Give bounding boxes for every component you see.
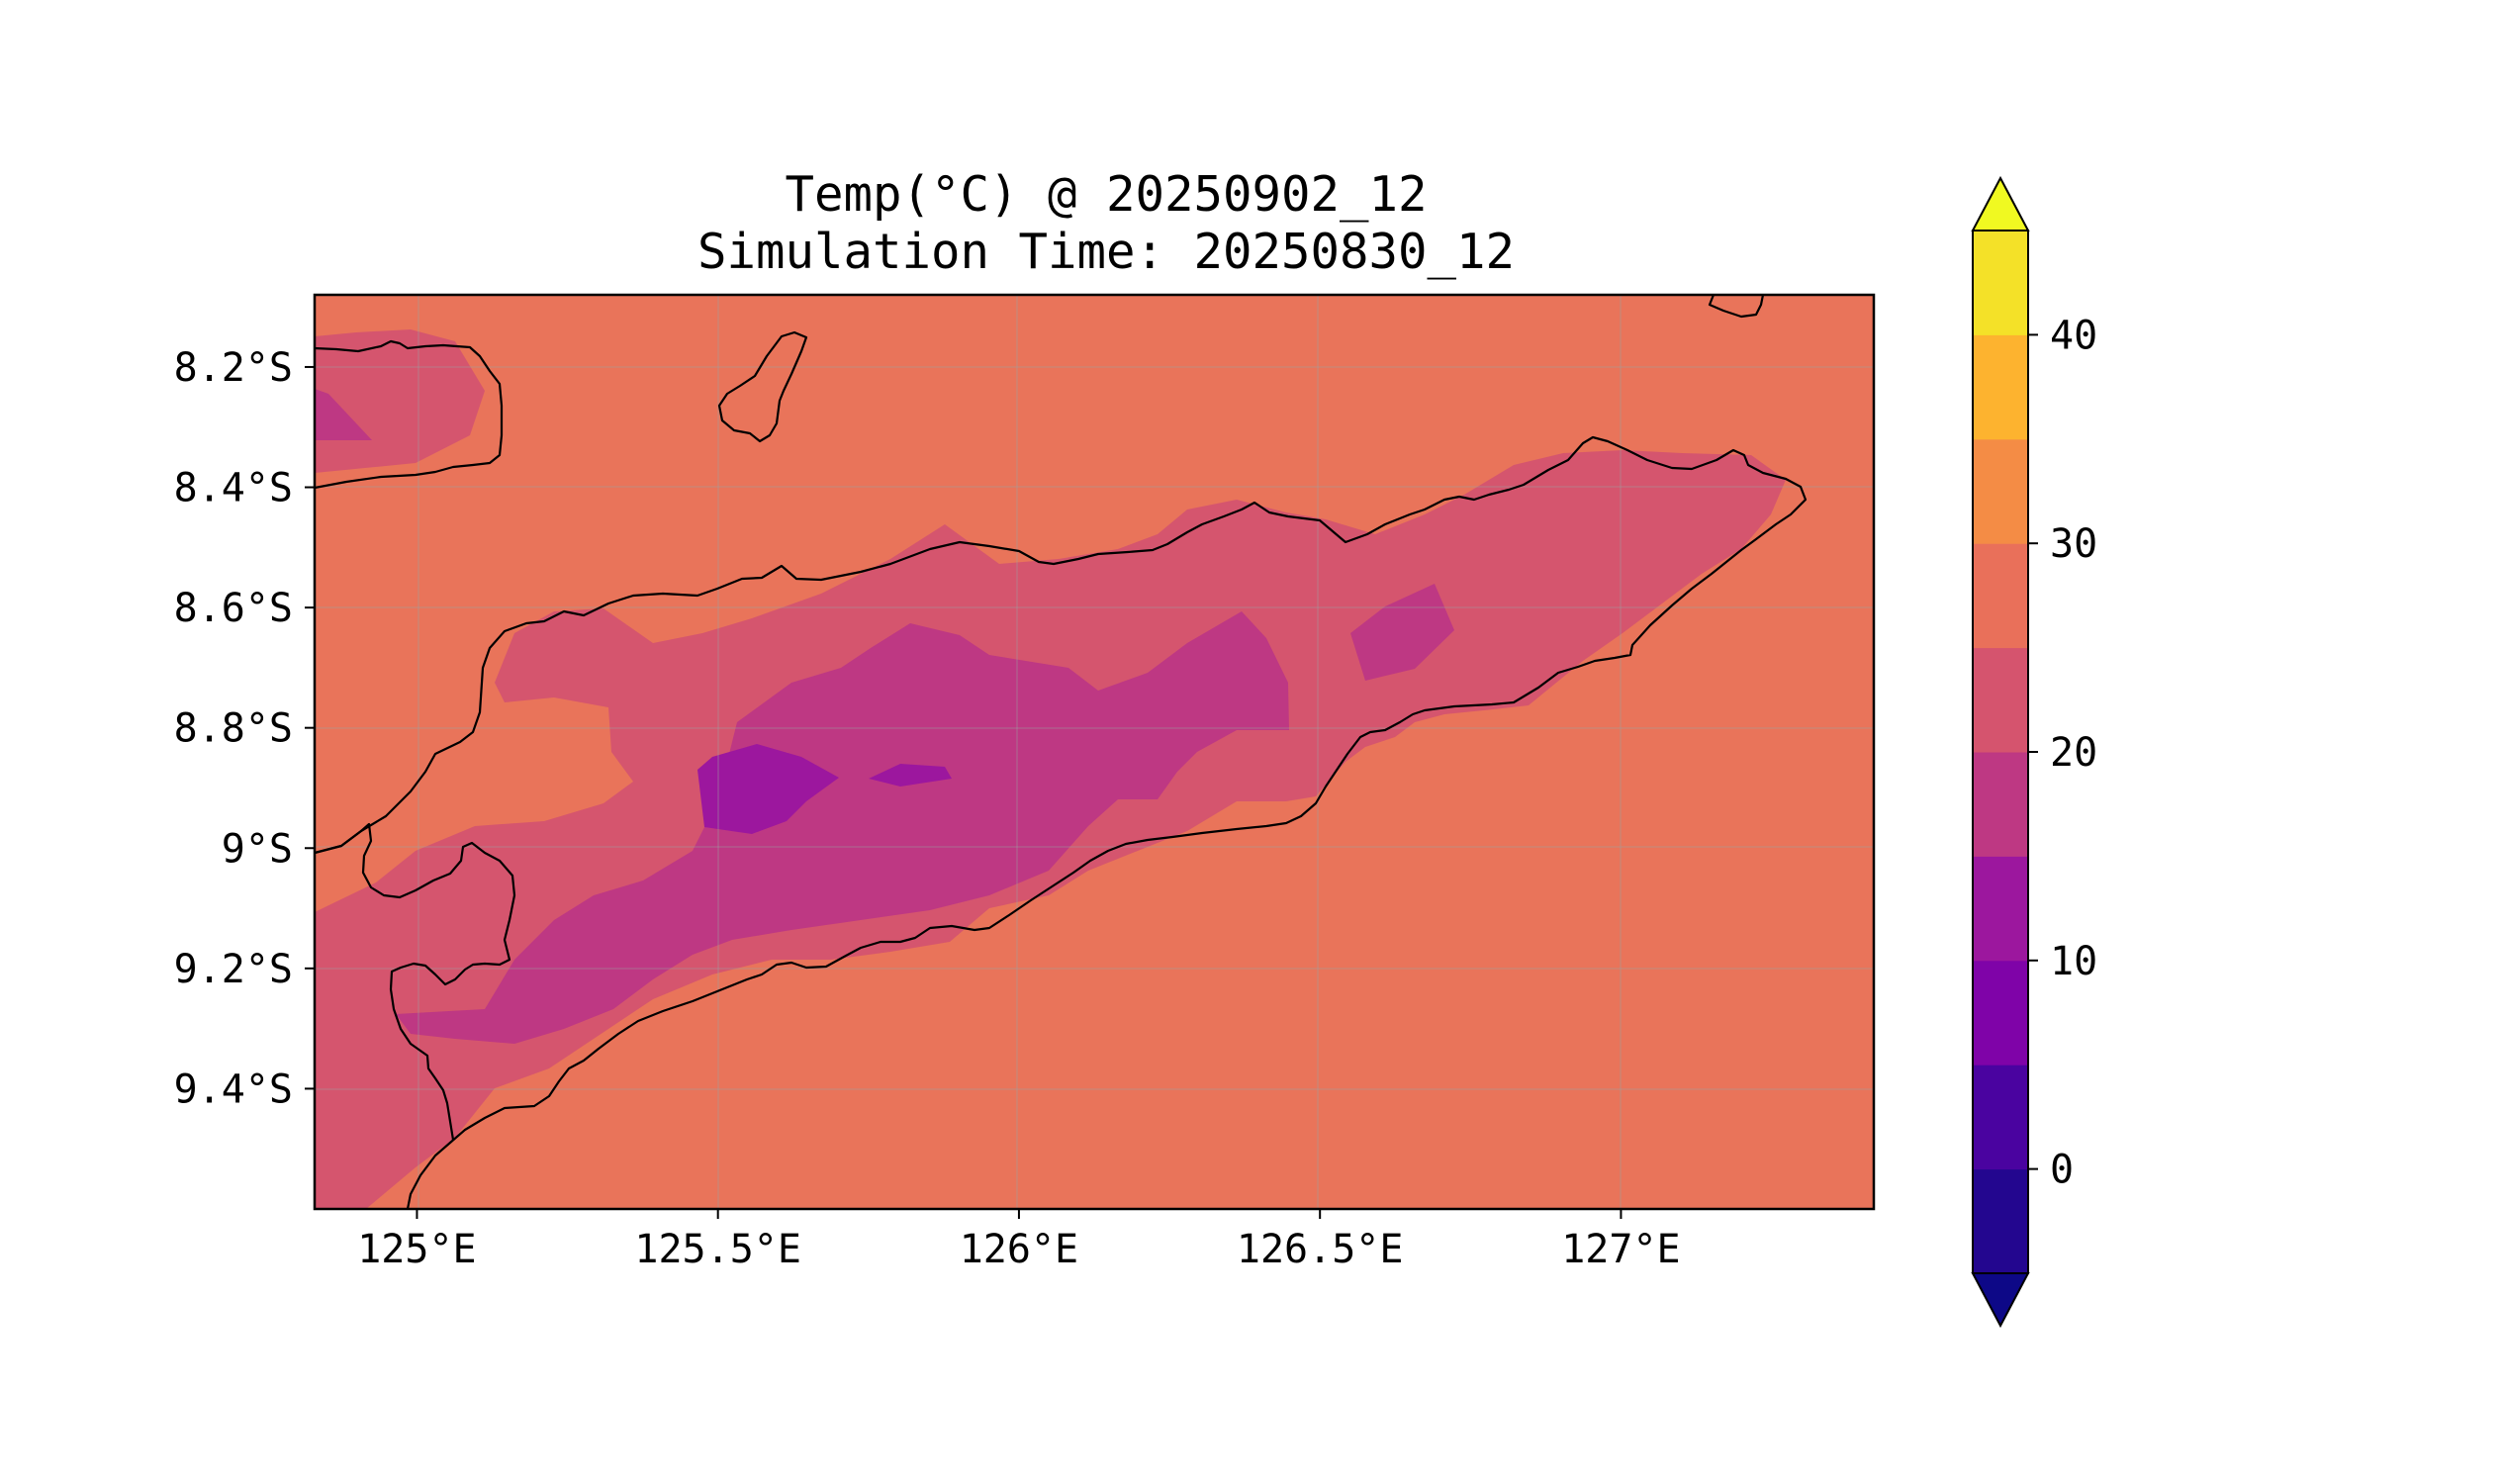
colorbar-tick-label: 30: [2050, 521, 2097, 567]
gridlines: [315, 295, 1874, 1209]
field-10-15-a: [697, 744, 839, 834]
y-tick-label: 8.8°S: [174, 706, 293, 752]
field-15-20-east: [1350, 584, 1454, 681]
coastline-island-north: [717, 330, 808, 443]
colorbar-band: [1973, 334, 2028, 440]
colorbar-band: [1973, 438, 2028, 544]
colorbar-tick-label: 40: [2050, 313, 2097, 358]
y-axis: 8.2°S 8.4°S 8.6°S 8.8°S 9°S 9.2°S 9.4°S: [174, 345, 315, 1112]
field-10-15-b: [869, 764, 952, 787]
map-fields: [315, 295, 1874, 1209]
y-tick-label: 9°S: [222, 826, 293, 872]
colorbar-tick-label: 20: [2050, 730, 2097, 776]
colorbar-ticks: 0 10 20 30 40: [2028, 313, 2097, 1193]
colorbar-tick-label: 10: [2050, 939, 2097, 984]
field-15-20-wetar: [315, 389, 372, 440]
x-tick-label: 125°E: [357, 1227, 476, 1272]
coastline-timor-west: [315, 822, 516, 1141]
y-tick-label: 9.4°S: [174, 1067, 293, 1112]
x-tick-label: 126.5°E: [1237, 1227, 1404, 1272]
colorbar-tick-label: 0: [2050, 1148, 2074, 1193]
colorbar-band: [1973, 1065, 2028, 1170]
x-tick-label: 125.5°E: [634, 1227, 801, 1272]
colorbar-over-arrow: [1971, 175, 2030, 232]
coastline-timor: [315, 435, 1808, 1209]
x-tick-label: 127°E: [1561, 1227, 1680, 1272]
x-tick-label: 126°E: [960, 1227, 1078, 1272]
coastline-wetar: [315, 339, 504, 490]
colorbar-band: [1973, 1168, 2028, 1274]
colorbar-band: [1973, 231, 2028, 335]
x-axis: 125°E 125.5°E 126°E 126.5°E 127°E: [357, 1209, 1681, 1272]
colorbar-under-arrow: [1971, 1272, 2030, 1329]
map-frame: [313, 293, 1876, 1211]
y-tick-label: 8.4°S: [174, 466, 293, 511]
chart-subtitle: Simulation Time: 20250830_12: [696, 224, 1515, 280]
colorbar-band: [1973, 752, 2028, 857]
coastlines: [315, 295, 1808, 1209]
chart-title: Temp(°C) @ 20250902_12: [785, 166, 1428, 223]
y-tick-label: 8.2°S: [174, 345, 293, 391]
colorbar-band: [1973, 856, 2028, 962]
field-15-20-central: [396, 611, 1289, 1044]
y-tick-label: 9.2°S: [174, 947, 293, 992]
colorbar-band: [1973, 647, 2028, 753]
y-tick-label: 8.6°S: [174, 586, 293, 631]
colorbar-band: [1973, 543, 2028, 649]
colorbar-bands: [1973, 231, 2028, 1274]
coastline-island-ne: [1708, 295, 1765, 319]
colorbar-band: [1973, 960, 2028, 1066]
